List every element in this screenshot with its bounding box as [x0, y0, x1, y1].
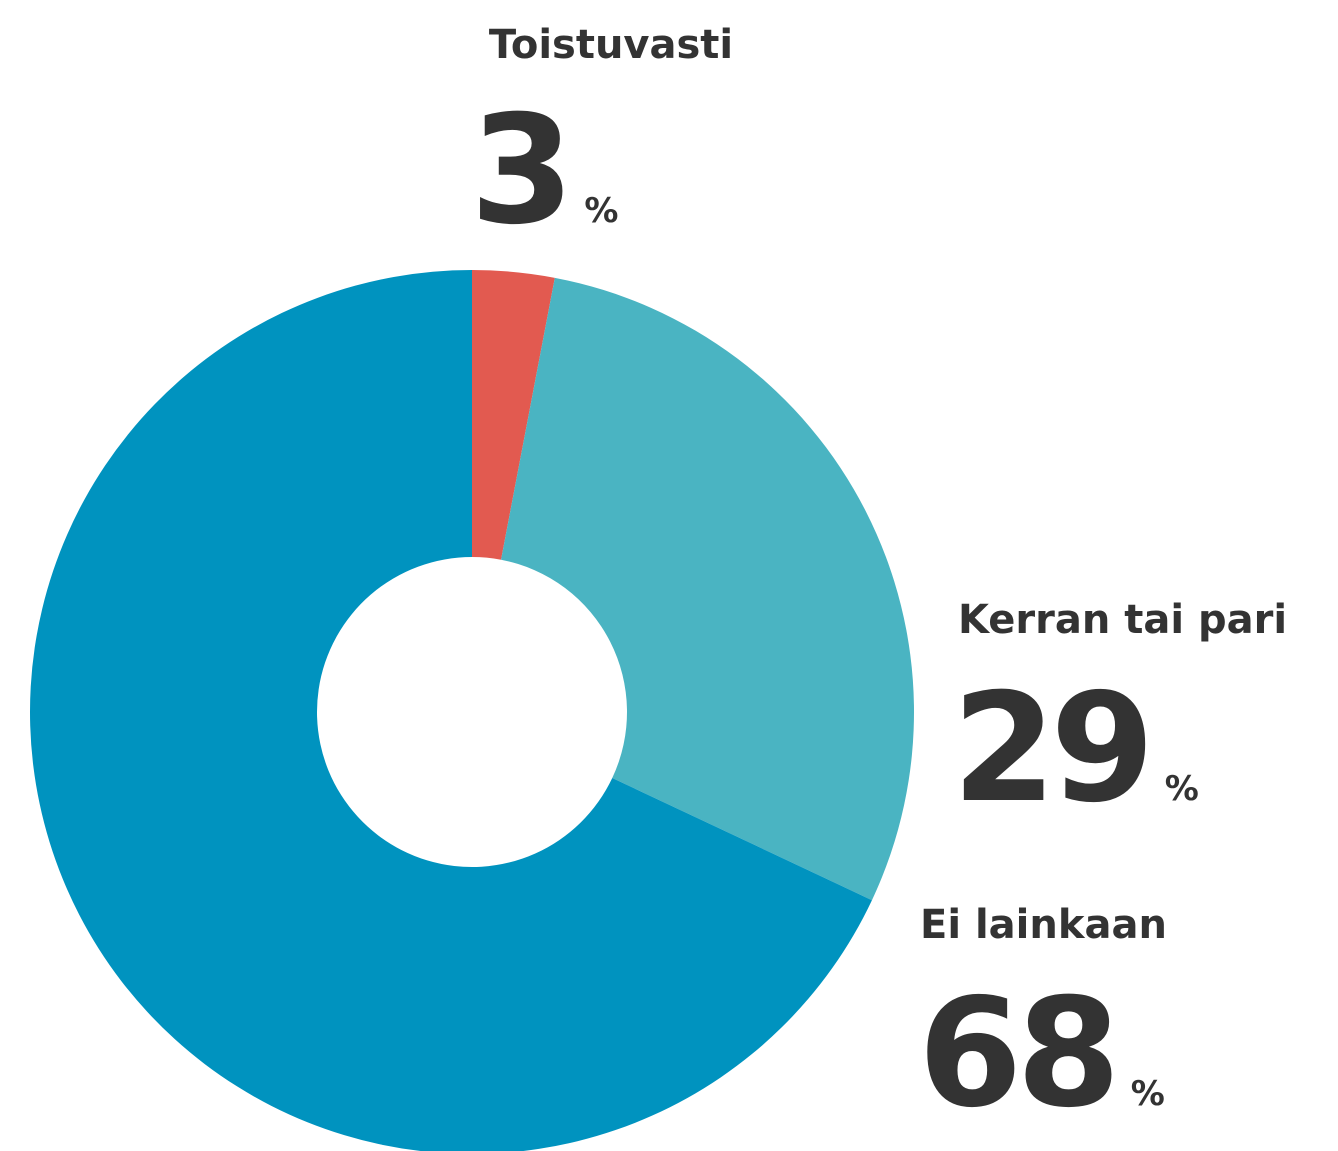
donut-slice	[472, 270, 555, 560]
donut-slice	[30, 270, 872, 1151]
unit-label: %	[584, 191, 618, 231]
value-label: 3	[470, 84, 568, 258]
category-label: Toistuvasti	[489, 22, 733, 68]
category-label: Kerran tai pari	[958, 597, 1287, 643]
category-label: Ei lainkaan	[920, 902, 1167, 948]
unit-label: %	[1131, 1074, 1165, 1114]
value-label: 29	[952, 662, 1149, 836]
unit-label: %	[1165, 769, 1199, 809]
value-label: 68	[918, 967, 1115, 1141]
donut-slice	[501, 277, 915, 901]
